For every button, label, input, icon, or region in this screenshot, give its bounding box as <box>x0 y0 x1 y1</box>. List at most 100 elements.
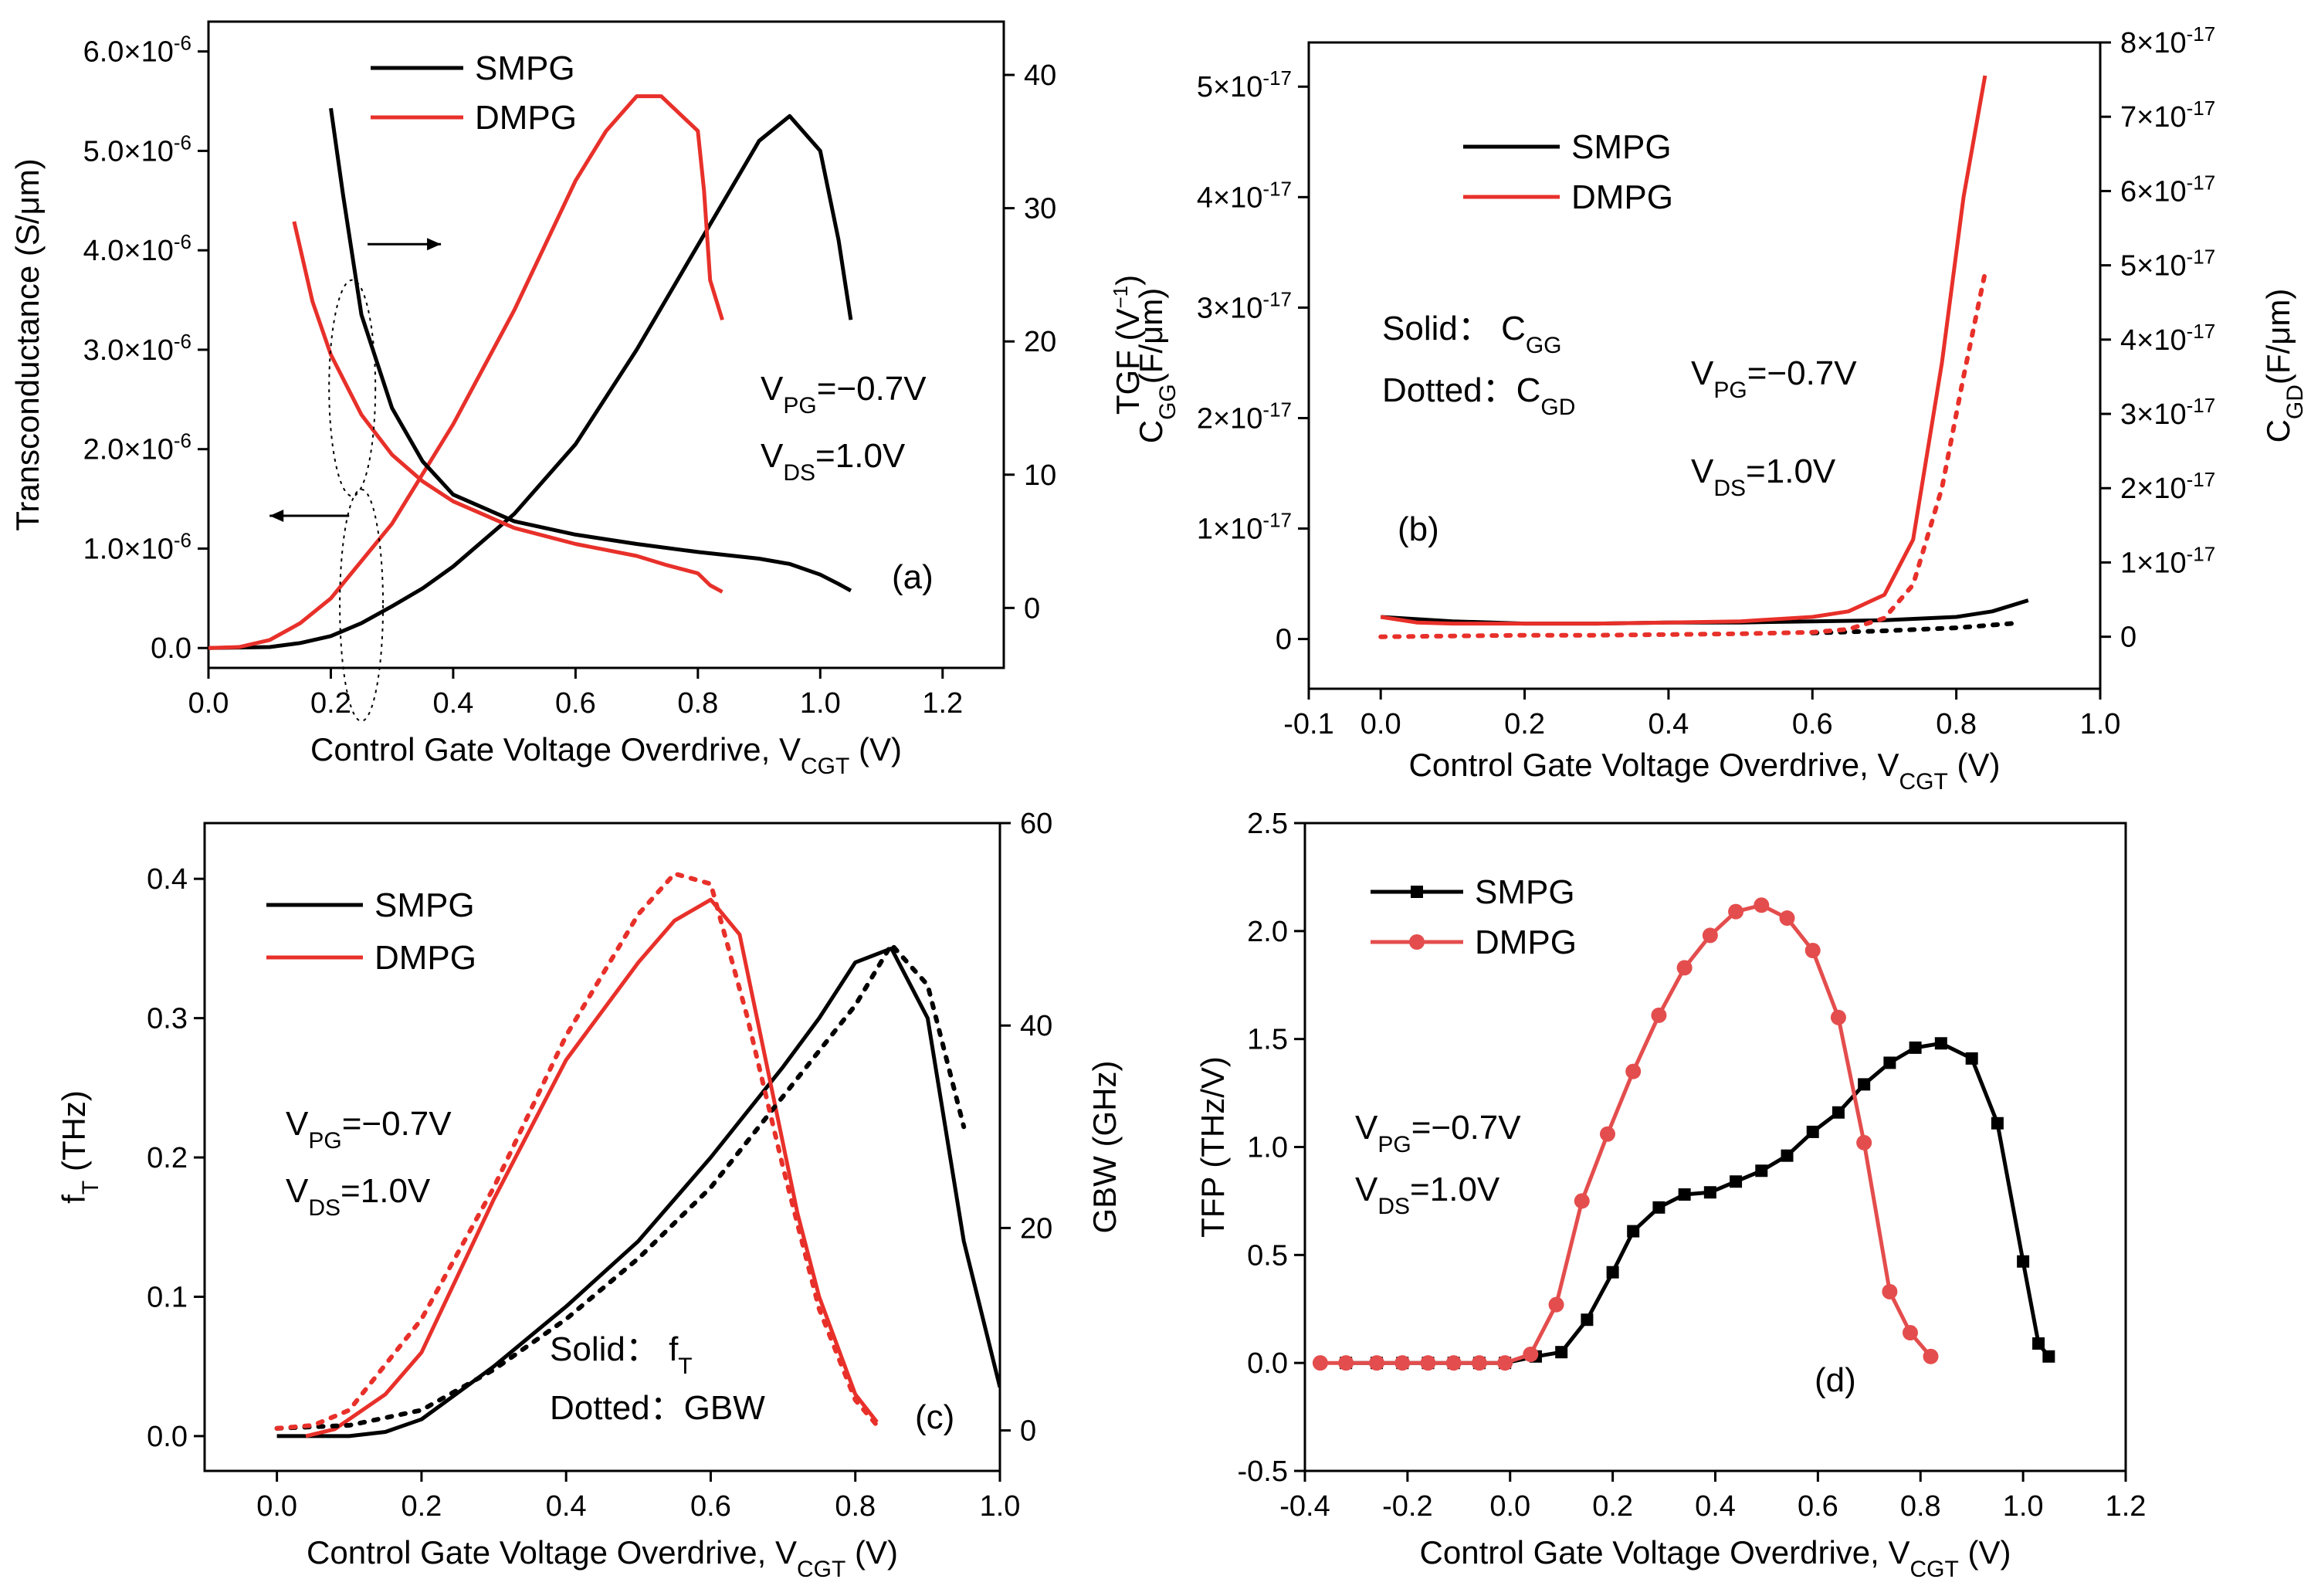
panel-label: (b) <box>1398 510 1439 548</box>
x-tick-label: 1.0 <box>800 687 841 720</box>
data-point-smpg-tfp <box>1730 1175 1743 1188</box>
x-tick-label: 0.2 <box>1592 1490 1633 1523</box>
chart-panel-c: 0.0 0.2 0.4 0.6 0.8 1.0 0.0 0.1 0.2 0.3 0.4 0 20 40 60… <box>56 808 1123 1582</box>
y-tick-label-left: 0.1 <box>147 1281 188 1313</box>
data-point-smpg-tfp <box>1781 1149 1794 1162</box>
series-group <box>274 871 1000 1438</box>
y-tick-label-left: 5×10-17 <box>1197 66 1292 103</box>
arrow-head-right <box>427 238 442 251</box>
y-tick-label-right: 5×10-17 <box>2120 246 2215 283</box>
y-tick-label-left: 4.0×10-6 <box>83 230 191 267</box>
series-line-dmpg-ft <box>305 897 879 1438</box>
data-point-smpg-tfp <box>1832 1106 1845 1119</box>
plot-frame <box>1307 41 2102 690</box>
plot-frame <box>207 20 1005 669</box>
series-line-dmpg-tgf <box>292 221 723 594</box>
y-tick-label-left: 5.0×10-6 <box>83 130 191 168</box>
y-axis-title-left: Transconductance (S/μm) <box>9 158 46 531</box>
annotation-text: Dotted：GBW <box>550 1389 765 1427</box>
series-line-dmpg-cgg <box>1380 75 1987 626</box>
data-point-dmpg-tfp <box>1728 903 1744 920</box>
x-tick-label: 0.0 <box>256 1490 297 1523</box>
data-point-smpg-tfp <box>1606 1266 1619 1279</box>
y-tick-label-left: 2.0×10-6 <box>83 429 191 466</box>
annotation-text: VPG=−0.7V <box>1355 1109 1521 1157</box>
x-tick-label: 0.4 <box>433 687 474 720</box>
series-group <box>1312 897 2055 1371</box>
data-point-dmpg-tfp <box>1445 1355 1462 1371</box>
y-tick-label-right: 10 <box>1024 459 1056 492</box>
x-tick-label: 1.2 <box>922 687 963 720</box>
y-tick-label-left: 2.5 <box>1247 808 1288 840</box>
y-tick-label-left: 0.0 <box>1247 1347 1288 1380</box>
data-point-smpg-tfp <box>1755 1164 1768 1178</box>
x-axis-title: Control Gate Voltage Overdrive, VCGT (V) <box>1420 1534 2011 1582</box>
annotation-text: VDS=1.0V <box>1355 1171 1500 1219</box>
y-tick-label-right: 60 <box>1020 808 1052 840</box>
data-point-smpg-tfp <box>1909 1041 1922 1054</box>
x-tick-label: 0.8 <box>1900 1490 1941 1523</box>
legend: SMPG DMPG <box>371 49 577 137</box>
y-tick-label-right: 8×10-17 <box>2120 22 2215 59</box>
y-tick-label-right: 1×10-17 <box>2120 542 2215 579</box>
data-point-dmpg-tfp <box>1882 1283 1898 1300</box>
data-point-smpg-tfp <box>1806 1125 1819 1138</box>
y-tick-label-left: 0 <box>1276 624 1292 656</box>
y-tick-label-left: -0.5 <box>1238 1455 1288 1488</box>
x-tick-label: 0.4 <box>1695 1490 1736 1523</box>
y-tick-label-left: 0.0 <box>147 1421 188 1453</box>
data-point-dmpg-tfp <box>1651 1007 1667 1023</box>
x-tick-label: 1.2 <box>2106 1490 2147 1523</box>
y-axis-title-left: TFP (THz/V) <box>1194 1056 1231 1238</box>
data-point-dmpg-tfp <box>1338 1355 1354 1371</box>
y-tick-label-right: 40 <box>1024 59 1056 92</box>
x-tick-label: -0.4 <box>1279 1490 1330 1523</box>
data-point-dmpg-tfp <box>1394 1355 1411 1371</box>
data-point-dmpg-tfp <box>1625 1063 1642 1079</box>
y-tick-label-right: 2×10-17 <box>2120 468 2215 505</box>
x-tick-label: 0.6 <box>690 1490 731 1523</box>
annotation-text: Solid： fT <box>550 1330 693 1379</box>
legend-label: SMPG <box>1475 873 1575 911</box>
data-point-dmpg-tfp <box>1923 1348 1939 1364</box>
annotation-text: VPG=−0.7V <box>1691 354 1857 403</box>
y-tick-label-right: 0 <box>1020 1415 1036 1448</box>
y-axis-title-right: TGF (V−1) <box>1109 275 1146 415</box>
data-point-dmpg-tfp <box>1312 1355 1328 1371</box>
legend-marker <box>1409 934 1425 950</box>
data-point-dmpg-tfp <box>1830 1009 1846 1025</box>
y-tick-label-right: 4×10-17 <box>2120 320 2215 357</box>
data-point-dmpg-tfp <box>1856 1134 1872 1150</box>
y-tick-label-left: 0.4 <box>147 863 188 896</box>
data-point-dmpg-tfp <box>1676 960 1693 976</box>
x-tick-label: 0.6 <box>1792 708 1833 740</box>
dotted-ellipse-tgf <box>328 279 377 497</box>
annotation-text: VDS=1.0V <box>286 1172 431 1221</box>
chart-panel-d: -0.4 -0.2 0.0 0.2 0.4 0.6 0.8 1.0 1.2 -0.5 0.0 0.5 1… <box>1194 808 2146 1582</box>
legend-label: SMPG <box>1571 128 1672 166</box>
chart-panel-a: 0.0 0.2 0.4 0.6 0.8 1.0 1.2 0.0 1.0×10-6 2.0×10-6… <box>9 20 1146 779</box>
annotation-text: VPG=−0.7V <box>761 370 927 418</box>
data-point-dmpg-tfp <box>1369 1355 1385 1371</box>
x-tick-label: 0.2 <box>401 1490 442 1523</box>
data-point-smpg-tfp <box>1934 1037 1947 1050</box>
y-tick-label-left: 0.2 <box>147 1142 188 1174</box>
panel-label: (a) <box>892 558 934 596</box>
legend-marker <box>1411 886 1423 898</box>
data-point-dmpg-tfp <box>1804 943 1821 959</box>
arrow-head-left <box>269 509 284 522</box>
series-group <box>1378 75 2029 639</box>
y-tick-label-right: 20 <box>1024 326 1056 358</box>
x-tick-label: 0.6 <box>1798 1490 1838 1523</box>
annotation-text: VPG=−0.7V <box>286 1105 452 1154</box>
y-axis-title-right: GBW (GHz) <box>1086 1061 1123 1234</box>
legend-label: SMPG <box>475 49 575 87</box>
y-tick-label-left: 2.0 <box>1247 916 1288 948</box>
legend-label: SMPG <box>374 886 475 924</box>
annotation-text: VDS=1.0V <box>1691 452 1836 501</box>
series-line-dmpg-cgd <box>1378 270 1987 639</box>
x-axis-title: Control Gate Voltage Overdrive, VCGT (V) <box>307 1534 898 1582</box>
annotation-text: Dotted：CGD <box>1382 371 1575 420</box>
data-point-smpg-tfp <box>1555 1346 1568 1359</box>
